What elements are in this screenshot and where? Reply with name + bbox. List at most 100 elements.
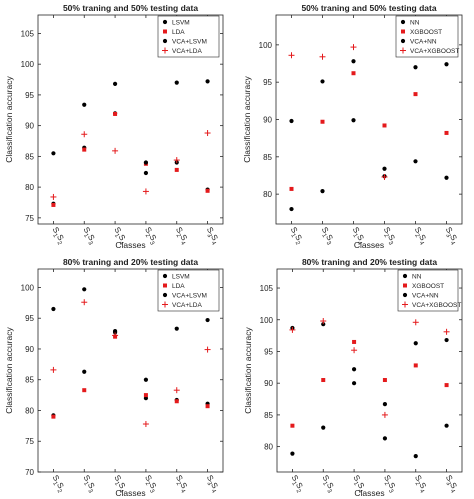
legend-marker xyxy=(163,283,167,288)
series-vca-nn xyxy=(289,59,449,179)
legend-marker xyxy=(162,292,168,298)
y-tick-label: 75 xyxy=(25,437,34,446)
chart-title: 50% traning and 50% testing data xyxy=(63,3,198,13)
legend-box xyxy=(395,15,459,58)
data-point xyxy=(81,299,88,306)
data-point xyxy=(82,369,87,374)
y-axis-label: Classification accuracy xyxy=(4,327,14,414)
data-point xyxy=(320,119,325,124)
y-tick-label: 90 xyxy=(25,345,34,354)
legend: LSVM LDA VCA+LSVM VCA+LDA xyxy=(157,269,220,312)
data-point xyxy=(413,363,418,368)
y-tick-label: 105 xyxy=(21,29,35,38)
x-tick-label: S2S4 xyxy=(411,474,430,495)
legend-marker xyxy=(163,29,167,34)
data-point xyxy=(413,65,418,70)
data-point xyxy=(413,92,418,97)
data-point xyxy=(443,328,450,335)
data-point xyxy=(319,53,326,60)
legend-marker xyxy=(400,38,406,44)
data-point xyxy=(320,318,327,325)
y-tick-label: 100 xyxy=(259,41,273,50)
y-tick-label: 90 xyxy=(264,379,273,388)
y-axis-label: Classification accuracy xyxy=(4,76,14,163)
data-point xyxy=(112,147,119,154)
y-tick-label: 70 xyxy=(25,468,34,477)
legend-label: VCA+XGBOOST xyxy=(410,48,459,55)
data-point xyxy=(204,130,211,137)
data-point xyxy=(51,414,56,419)
y-tick-label: 80 xyxy=(263,190,272,199)
y-tick-label: 95 xyxy=(25,314,34,323)
data-point xyxy=(142,421,149,428)
series-vca-lsvm xyxy=(51,287,210,382)
legend-marker xyxy=(401,29,405,34)
y-axis-label: Classification accuracy xyxy=(243,327,253,414)
legend-marker xyxy=(162,19,168,25)
legend-label: LSVM xyxy=(172,274,190,281)
legend-label: VCA+NN xyxy=(410,39,437,46)
series-lda xyxy=(51,334,210,419)
data-point xyxy=(205,404,210,409)
series-vca-lda xyxy=(50,130,211,200)
legend-label: LDA xyxy=(172,29,185,36)
series-nn xyxy=(289,118,449,212)
data-point xyxy=(351,59,356,64)
y-tick-label: 85 xyxy=(25,376,34,385)
data-point xyxy=(50,193,57,200)
x-tick-label: S1S2 xyxy=(287,226,306,247)
data-point xyxy=(351,381,357,386)
data-point xyxy=(382,402,388,407)
data-point xyxy=(205,188,210,193)
y-tick-label: 95 xyxy=(25,91,34,100)
data-point xyxy=(352,339,357,344)
data-point xyxy=(350,44,357,51)
data-point xyxy=(174,167,179,172)
series-nn xyxy=(290,367,449,459)
legend-label: VCA+XGBOOST xyxy=(412,302,461,309)
data-point xyxy=(143,393,148,398)
data-point xyxy=(351,71,356,76)
x-tick-label: S1S4 xyxy=(110,474,129,495)
y-tick-label: 90 xyxy=(263,116,272,125)
x-tick-label: S2S3 xyxy=(141,474,160,495)
plot-frame xyxy=(37,14,224,225)
data-point xyxy=(321,425,326,430)
data-point xyxy=(143,170,149,176)
legend-marker xyxy=(162,38,168,44)
data-point xyxy=(320,79,325,84)
data-point xyxy=(290,423,295,428)
series-lsvm xyxy=(51,330,210,418)
data-point xyxy=(444,337,449,343)
chart-panel-4: 80% traning and 20% testing data 80 85 90 95… xyxy=(243,257,463,498)
data-point xyxy=(81,131,88,138)
legend-marker xyxy=(402,301,408,308)
legend-label: VCA+NN xyxy=(412,293,439,300)
x-tick-label: S3S4 xyxy=(442,226,461,247)
data-point xyxy=(382,123,387,128)
series-vca-xgboost xyxy=(288,42,450,180)
data-point xyxy=(50,366,57,373)
x-tick-label: S1S3 xyxy=(79,226,98,247)
data-point xyxy=(444,130,449,135)
data-point xyxy=(381,411,388,418)
x-axis-label: Classes xyxy=(115,240,145,250)
data-point xyxy=(382,436,388,441)
x-tick-label: S1S2 xyxy=(49,474,68,495)
data-point xyxy=(382,166,387,171)
data-point xyxy=(142,188,149,195)
legend: NN XGBOOST VCA+NN VCA+XGBOOST xyxy=(395,15,459,58)
data-point xyxy=(351,118,356,123)
data-point xyxy=(320,189,325,194)
y-tick-label: 100 xyxy=(260,316,274,325)
data-point xyxy=(174,80,179,85)
data-point xyxy=(205,79,210,84)
x-tick-label: S3S4 xyxy=(203,474,222,495)
x-tick-label: S3S4 xyxy=(203,226,222,247)
y-tick-label: 100 xyxy=(21,60,35,69)
x-axis-label: Classes xyxy=(354,488,384,498)
data-point xyxy=(412,319,419,326)
data-point xyxy=(289,326,296,333)
data-point xyxy=(205,317,210,323)
